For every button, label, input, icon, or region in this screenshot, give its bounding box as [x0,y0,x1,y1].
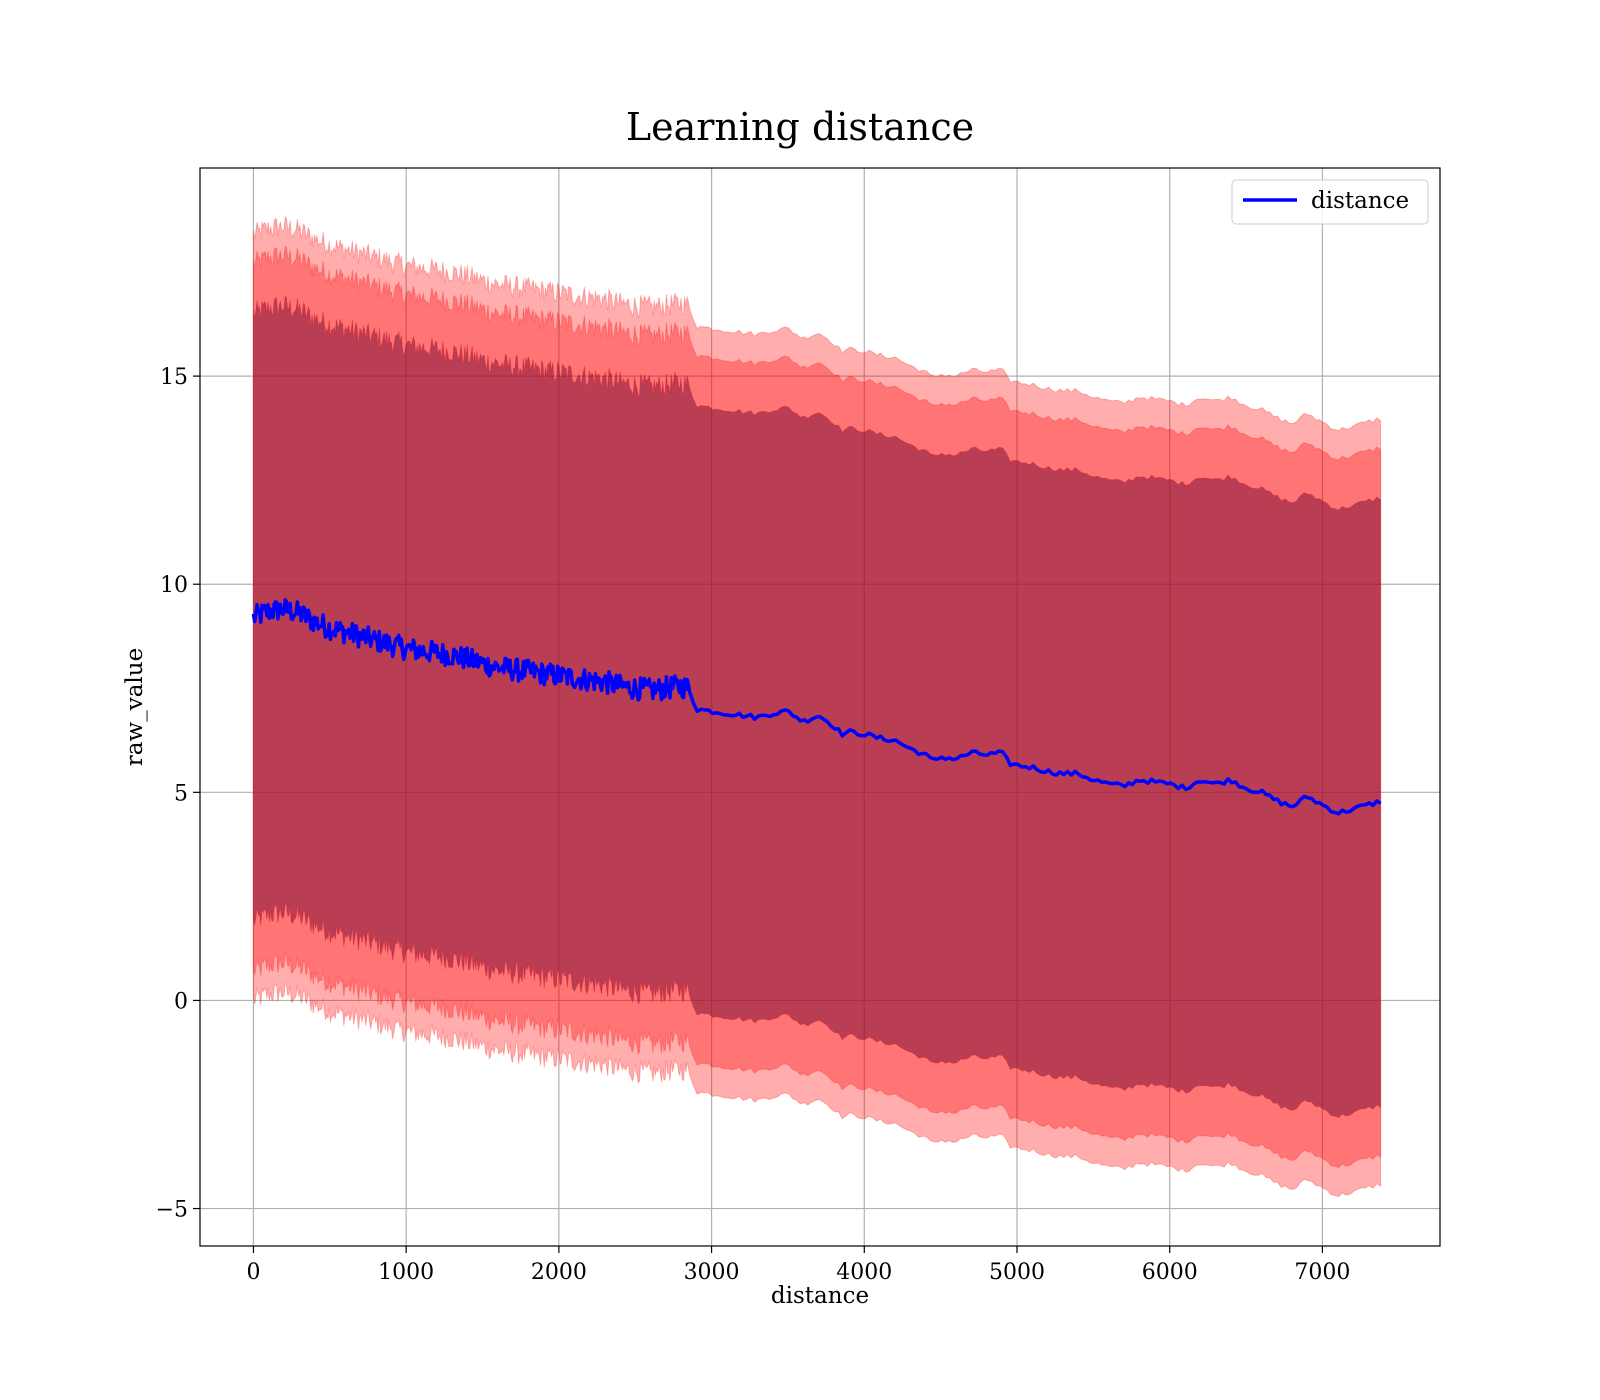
x-tick-label: 2000 [531,1260,587,1285]
grid [200,168,1440,1246]
y-tick-label: −5 [156,1198,188,1223]
x-tick-label: 0 [246,1260,260,1285]
x-tick-label: 1000 [378,1260,434,1285]
chart-title: Learning distance [626,105,974,149]
x-tick-label: 4000 [836,1260,892,1285]
legend: distance [1231,179,1429,225]
band-tint [253,296,1381,1118]
x-axis-label: distance [771,1283,869,1309]
legend-label-distance: distance [1311,188,1409,214]
y-tick-label: 0 [174,989,188,1014]
line-layer [251,598,1382,816]
y-tick-label: 15 [160,365,188,390]
legend-box [1231,179,1429,225]
x-tick-label: 6000 [1142,1260,1198,1285]
plot-frame [199,167,1441,1247]
confidence-band [252,294,1382,1119]
ticks: 0 1000 2000 3000 4000 5000 6000 7000 −5 0 5 10 15 [156,365,1351,1285]
x-tick-label: 7000 [1294,1260,1350,1285]
x-tick-label: 3000 [684,1260,740,1285]
confidence-band [252,215,1382,1198]
y-tick-label: 5 [174,781,188,806]
series-line-distance [251,598,1382,816]
x-tick-label: 5000 [989,1260,1045,1285]
confidence-band [252,244,1382,1169]
y-tick-label: 10 [160,573,188,598]
band-layer [252,215,1382,1198]
y-axis-label: raw_value [122,648,148,766]
